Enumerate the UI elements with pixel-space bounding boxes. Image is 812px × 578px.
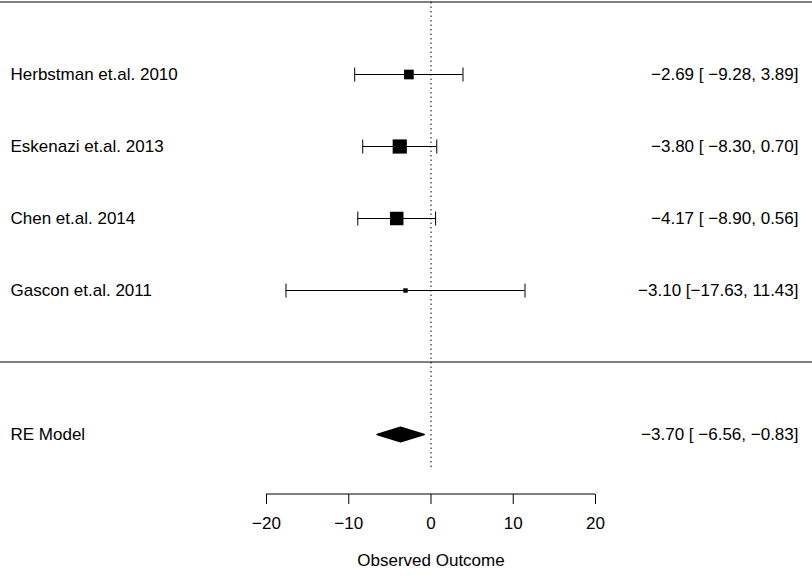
svg-text:−4.17 [ −8.90, 0.56]: −4.17 [ −8.90, 0.56] [651, 209, 798, 228]
svg-text:−3.80 [ −8.30, 0.70]: −3.80 [ −8.30, 0.70] [651, 137, 798, 156]
svg-text:Eskenazi et.al. 2013: Eskenazi et.al. 2013 [11, 137, 164, 156]
svg-text:Herbstman et.al. 2010: Herbstman et.al. 2010 [11, 65, 178, 84]
svg-text:−3.70 [ −6.56, −0.83]: −3.70 [ −6.56, −0.83] [641, 425, 798, 444]
svg-text:0: 0 [426, 514, 435, 533]
svg-text:Gascon et.al. 2011: Gascon et.al. 2011 [11, 281, 152, 300]
svg-text:RE Model: RE Model [11, 425, 86, 444]
svg-text:−20: −20 [252, 514, 281, 533]
svg-text:−10: −10 [334, 514, 363, 533]
svg-text:Chen et.al. 2014: Chen et.al. 2014 [11, 209, 136, 228]
svg-text:10: 10 [504, 514, 523, 533]
svg-text:Observed Outcome: Observed Outcome [357, 551, 504, 570]
svg-text:−3.10 [−17.63, 11.43]: −3.10 [−17.63, 11.43] [638, 281, 798, 300]
svg-text:−2.69 [ −9.28, 3.89]: −2.69 [ −9.28, 3.89] [651, 65, 798, 84]
svg-text:20: 20 [586, 514, 605, 533]
